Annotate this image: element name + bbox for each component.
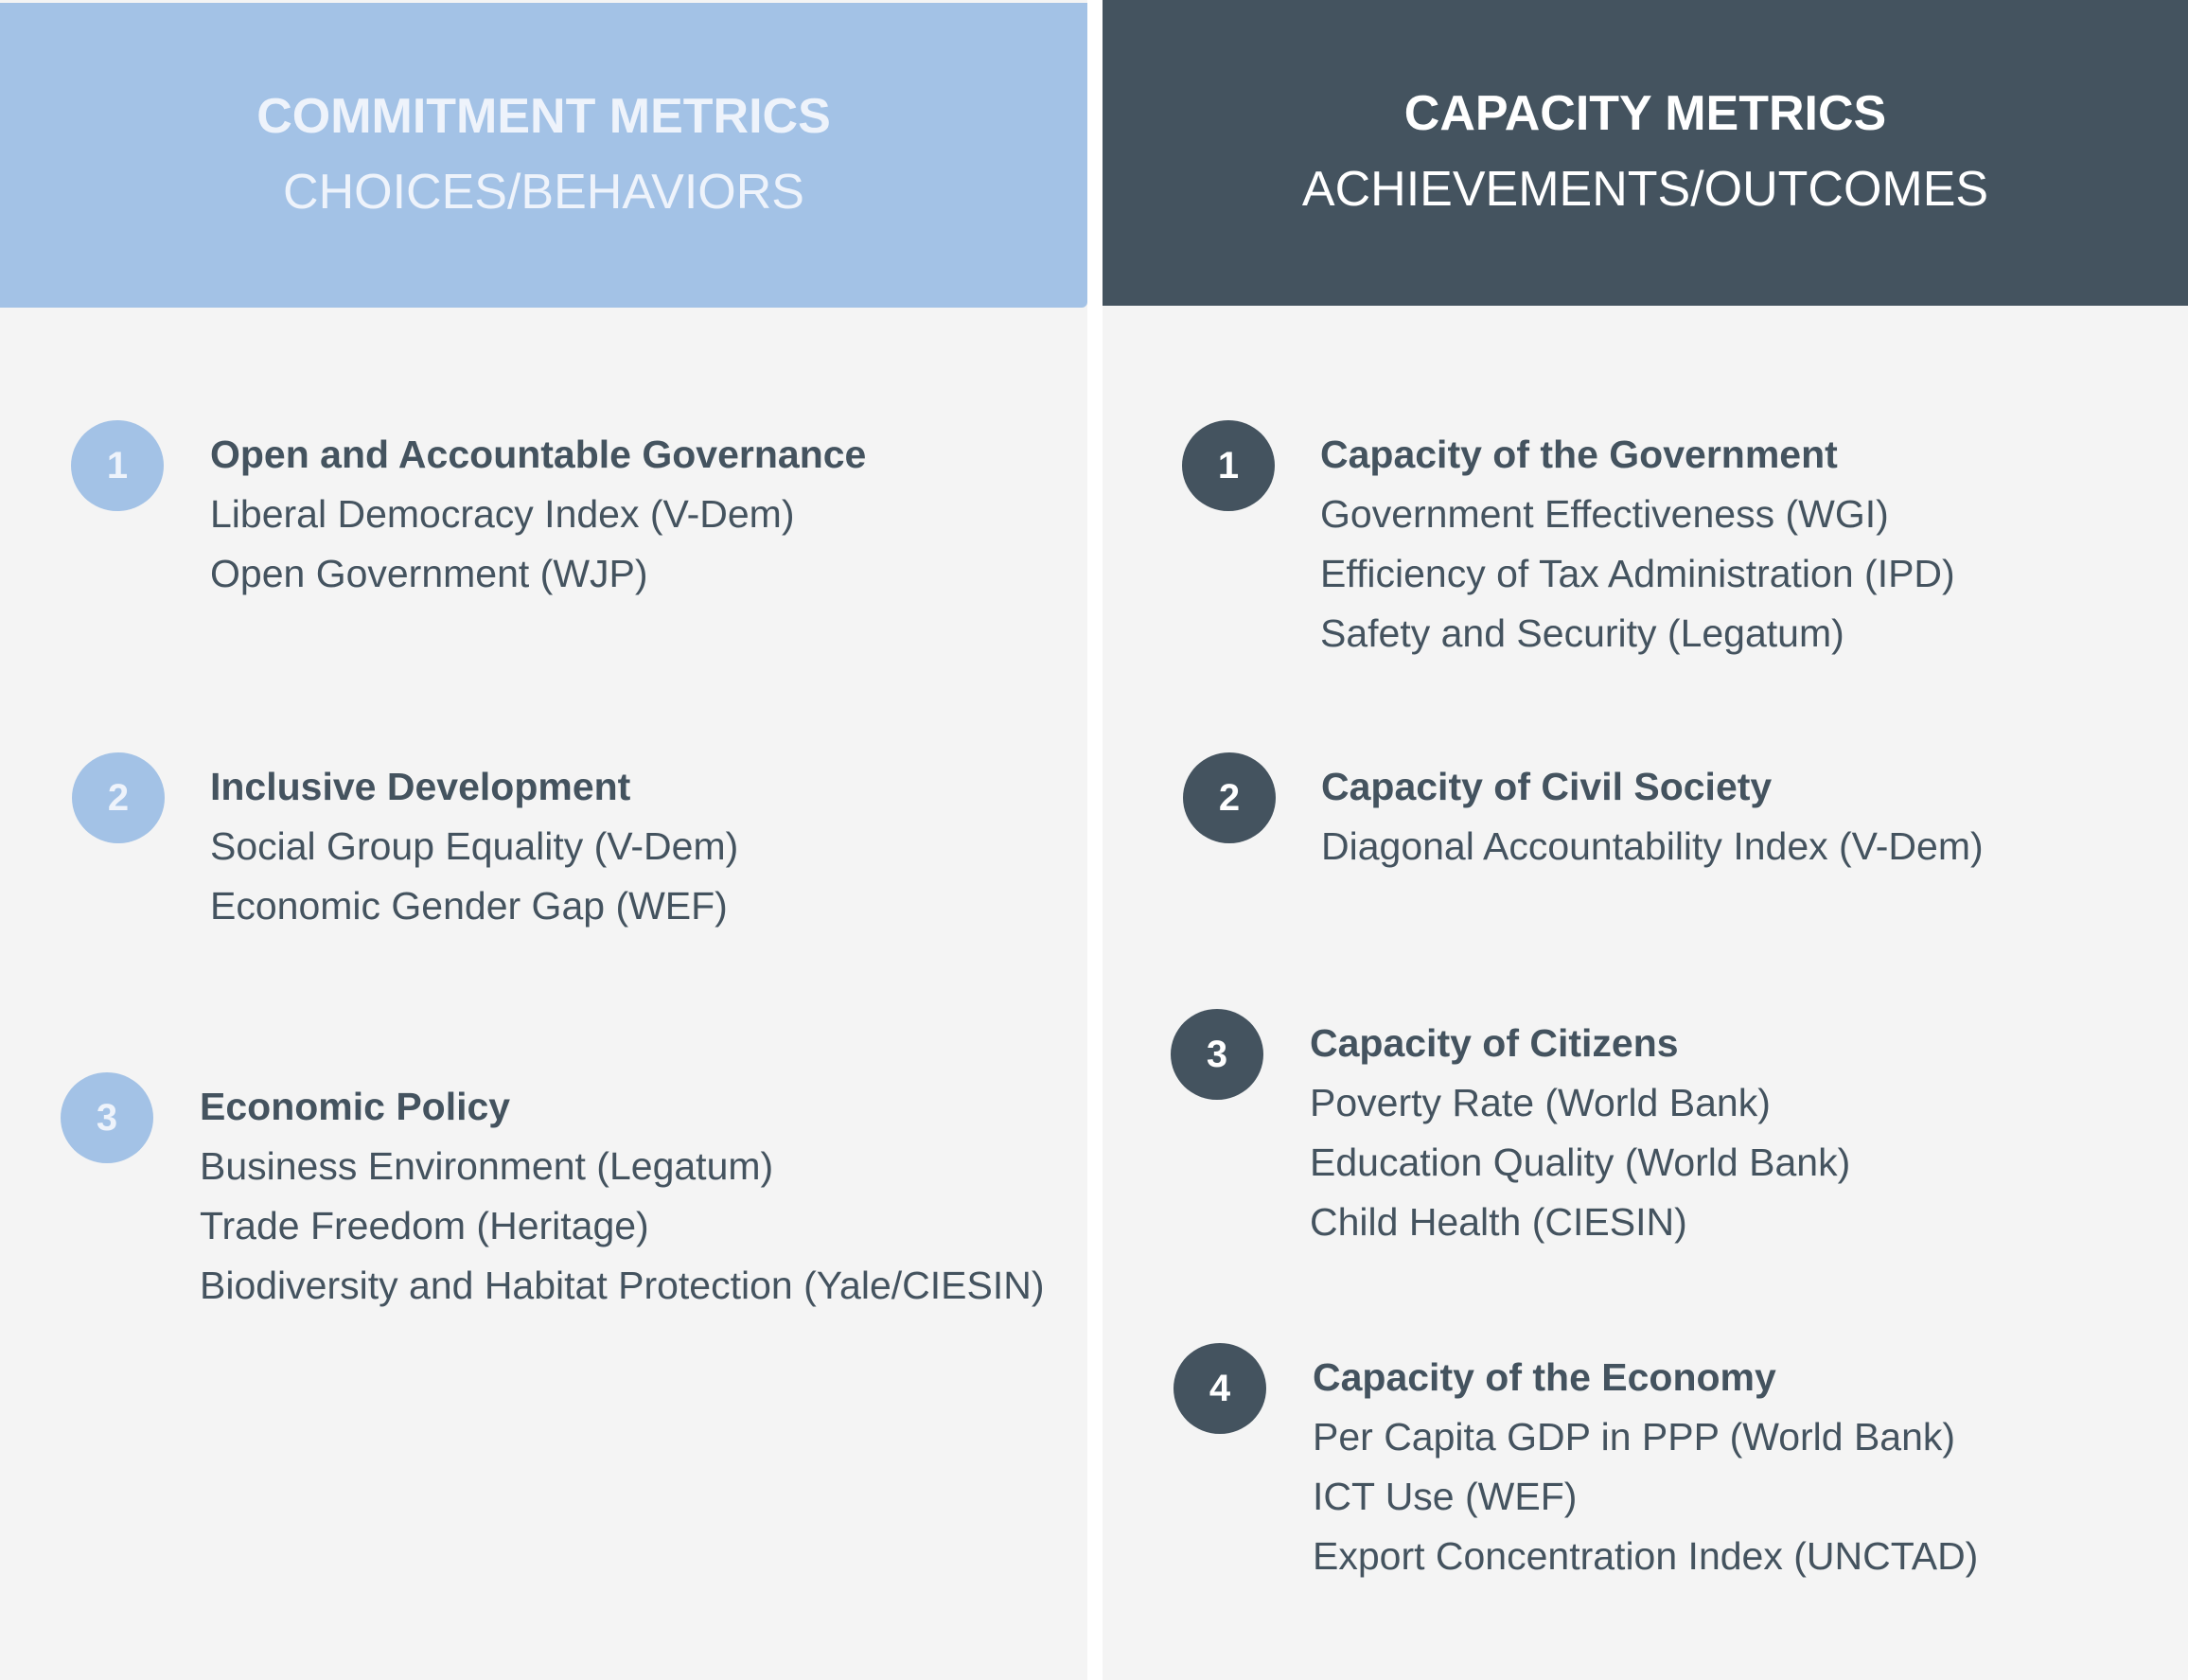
group-text: Capacity of Citizens Poverty Rate (World… xyxy=(1310,1013,1850,1252)
group-text: Inclusive Development Social Group Equal… xyxy=(210,756,738,936)
metric-item: Social Group Equality (V-Dem) xyxy=(210,824,739,868)
metric-item: Safety and Security (Legatum) xyxy=(1320,611,1844,655)
group-text: Capacity of the Government Government Ef… xyxy=(1320,424,1955,663)
number-badge: 3 xyxy=(1171,1009,1263,1100)
group-title: Capacity of Citizens xyxy=(1310,1021,1679,1065)
number-badge: 1 xyxy=(1182,420,1275,511)
metric-item: ICT Use (WEF) xyxy=(1313,1475,1578,1518)
number-badge: 3 xyxy=(61,1072,153,1163)
metric-item: Open Government (WJP) xyxy=(210,552,648,595)
number-badge: 4 xyxy=(1173,1343,1266,1434)
metric-item: Liberal Democracy Index (V-Dem) xyxy=(210,492,795,536)
metric-item: Education Quality (World Bank) xyxy=(1310,1141,1851,1184)
metric-item: Child Health (CIESIN) xyxy=(1310,1200,1687,1244)
commitment-subtitle: CHOICES/BEHAVIORS xyxy=(283,165,804,220)
metric-item: Government Effectiveness (WGI) xyxy=(1320,492,1889,536)
group-title: Capacity of the Government xyxy=(1320,433,1838,476)
capacity-panel: CAPACITY METRICS ACHIEVEMENTS/OUTCOMES 1… xyxy=(1103,0,2188,1680)
metric-item: Economic Gender Gap (WEF) xyxy=(210,884,728,928)
group-title: Open and Accountable Governance xyxy=(210,433,867,476)
metric-item: Poverty Rate (World Bank) xyxy=(1310,1081,1771,1124)
metric-item: Trade Freedom (Heritage) xyxy=(200,1204,649,1247)
group-text: Open and Accountable Governance Liberal … xyxy=(210,424,866,604)
group-text: Capacity of the Economy Per Capita GDP i… xyxy=(1313,1347,1978,1586)
group-text: Capacity of Civil Society Diagonal Accou… xyxy=(1321,756,1984,876)
group-title: Capacity of the Economy xyxy=(1313,1355,1776,1399)
metric-item: Biodiversity and Habitat Protection (Yal… xyxy=(200,1264,1045,1307)
commitment-panel: COMMITMENT METRICS CHOICES/BEHAVIORS 1 O… xyxy=(0,0,1087,1680)
number-badge: 2 xyxy=(72,752,165,843)
metric-item: Export Concentration Index (UNCTAD) xyxy=(1313,1534,1979,1578)
metric-item: Per Capita GDP in PPP (World Bank) xyxy=(1313,1415,1956,1459)
metric-item: Business Environment (Legatum) xyxy=(200,1144,774,1188)
commitment-title: COMMITMENT METRICS xyxy=(256,89,831,144)
number-badge: 1 xyxy=(71,420,164,511)
commitment-header: COMMITMENT METRICS CHOICES/BEHAVIORS xyxy=(0,3,1087,308)
capacity-subtitle: ACHIEVEMENTS/OUTCOMES xyxy=(1301,162,1989,217)
group-text: Economic Policy Business Environment (Le… xyxy=(200,1076,1045,1316)
number-badge: 2 xyxy=(1183,752,1276,843)
group-title: Inclusive Development xyxy=(210,765,631,808)
capacity-header: CAPACITY METRICS ACHIEVEMENTS/OUTCOMES xyxy=(1103,0,2188,306)
metric-item: Efficiency of Tax Administration (IPD) xyxy=(1320,552,1955,595)
metric-item: Diagonal Accountability Index (V-Dem) xyxy=(1321,824,1984,868)
capacity-title: CAPACITY METRICS xyxy=(1403,86,1887,141)
group-title: Economic Policy xyxy=(200,1085,511,1128)
group-title: Capacity of Civil Society xyxy=(1321,765,1773,808)
